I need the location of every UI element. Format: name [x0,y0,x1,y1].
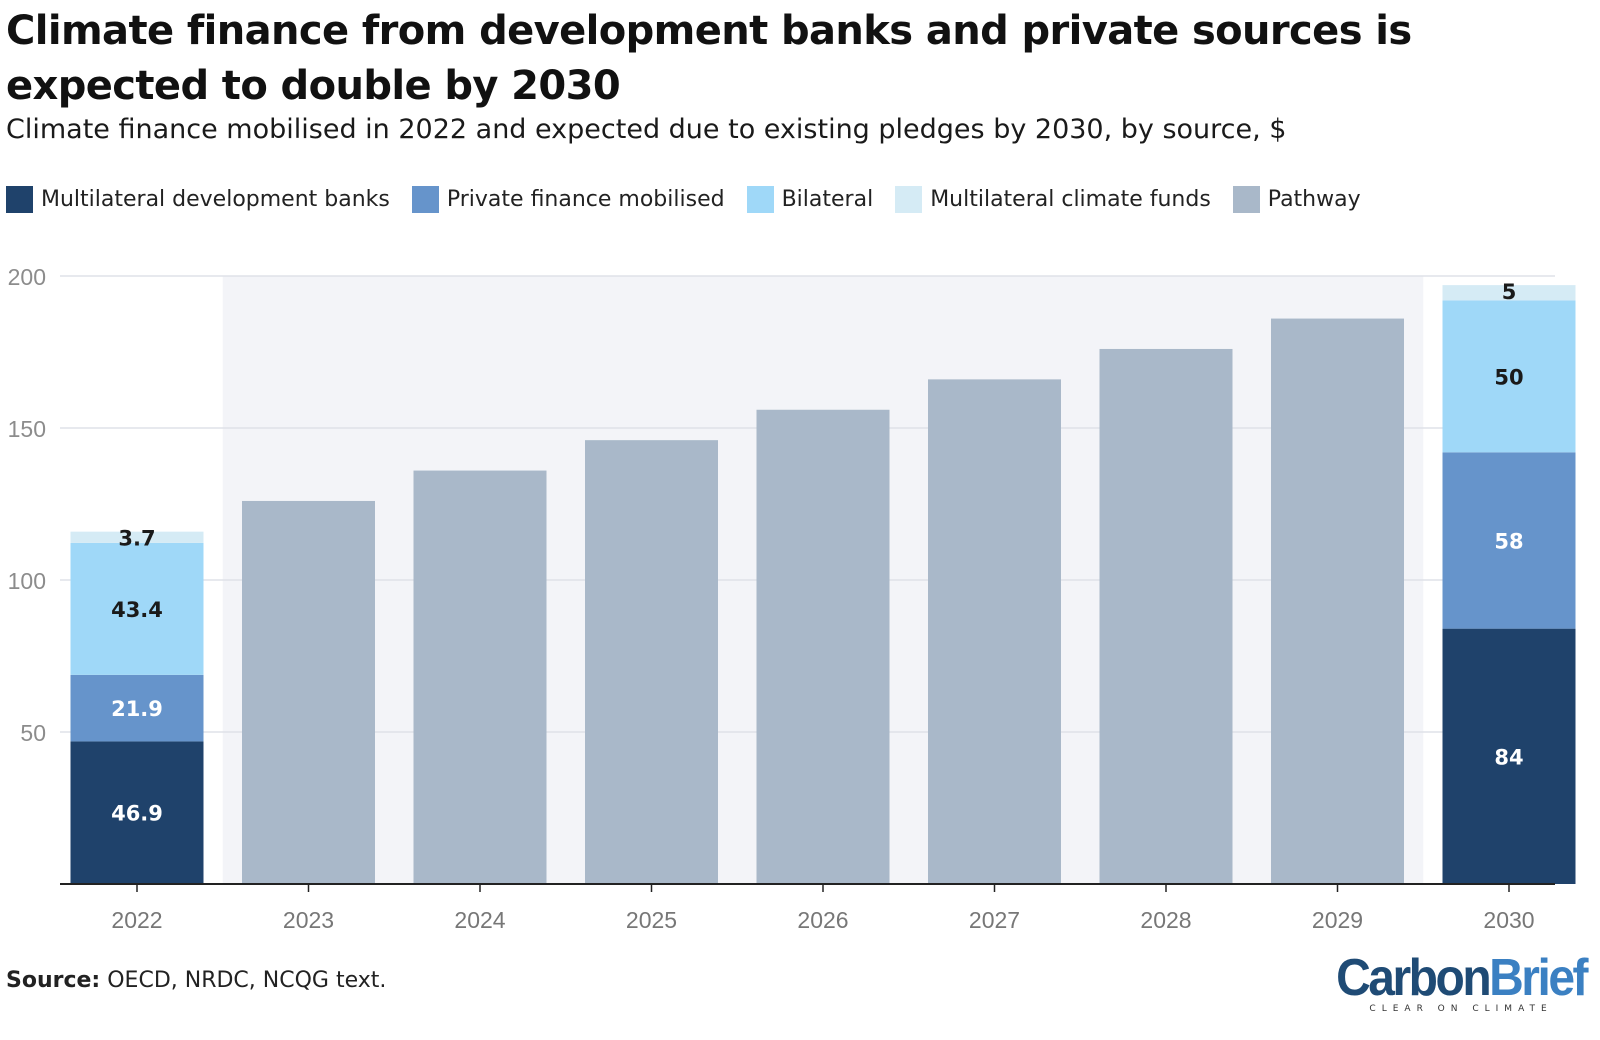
y-tick-label: 100 [8,568,46,594]
x-tick-label: 2022 [111,907,162,933]
x-tick-label: 2023 [283,907,334,933]
chart-title: Climate finance from development banks a… [6,8,1412,109]
legend-swatch-private [411,186,439,213]
x-tick-label: 2025 [626,907,677,933]
legend-label-climate-funds: Multilateral climate funds [930,187,1211,212]
source-label: Source: [6,968,101,993]
logo-wordmark: CarbonBrief [1336,953,1588,1005]
legend-label-private: Private finance mobilised [446,187,725,212]
logo-tagline: CLEAR ON CLIMATE [1369,1004,1553,1014]
bar-chart: 50 100 150 200 46.9 21.9 43.4 3.7 84 58 50 5 2022 202… [8,264,1576,933]
bar-2025-pathway [585,440,718,884]
bar-2028-pathway [1099,348,1233,885]
chart-subtitle: Climate finance mobilised in 2022 and ex… [6,114,1287,145]
legend-label-bilateral: Bilateral [781,187,874,212]
legend-item-pathway: Pathway [1232,186,1361,213]
logo-brief: Brief [1489,949,1588,1008]
bar-2030-multilateral-development-banks [1442,628,1576,884]
source-text: OECD, NRDC, NCQG text. [107,968,387,993]
legend-label-mdb: Multilateral development banks [41,187,390,212]
logo-carbon: Carbon [1336,949,1492,1008]
legend: Multilateral development banks Private f… [6,186,1383,213]
y-tick-label: 150 [8,416,46,442]
legend-swatch-pathway [1232,186,1260,213]
source-note: Source: OECD, NRDC, NCQG text. [6,968,386,993]
data-label: 84 [1494,745,1523,769]
x-tick-label: 2027 [969,907,1020,933]
y-tick-label: 50 [20,720,46,746]
y-tick-label: 200 [8,264,46,290]
legend-item-mdb: Multilateral development banks [6,186,390,213]
legend-swatch-climate-funds [895,186,923,213]
legend-swatch-bilateral [746,186,774,213]
bar-2022-multilateral-climate-funds [70,531,204,543]
bar-2030-private-finance-mobilised [1442,452,1576,629]
legend-item-climate-funds: Multilateral climate funds [895,186,1211,213]
x-tick-label: 2029 [1312,907,1363,933]
x-tick-label: 2030 [1483,907,1534,933]
x-tick-label: 2026 [797,907,848,933]
bar-2030-bilateral [1442,300,1576,453]
bar-2026-pathway [756,409,890,884]
bar-2022-multilateral-development-banks [70,741,204,884]
data-label: 58 [1494,529,1523,553]
data-label: 3.7 [118,527,155,551]
bar-2024-pathway [413,470,547,884]
bar-2029-pathway [1271,318,1404,884]
data-label: 50 [1494,365,1523,389]
data-label: 5 [1502,280,1517,304]
bar-2022-private-finance-mobilised [70,674,204,742]
data-label: 43.4 [111,598,163,622]
legend-label-pathway: Pathway [1267,187,1361,212]
data-label: 46.9 [111,802,163,826]
x-tick-label: 2028 [1140,907,1191,933]
x-tick-label: 2024 [454,907,505,933]
data-label: 21.9 [111,697,163,721]
legend-swatch-mdb [6,186,33,213]
legend-item-private: Private finance mobilised [411,186,725,213]
bar-2027-pathway [928,379,1061,884]
carbon-brief-logo: CarbonBrief CLEAR ON CLIMATE [1336,953,1588,1014]
bar-2030-multilateral-climate-funds [1442,285,1576,301]
legend-item-bilateral: Bilateral [746,186,874,213]
bar-2022-bilateral [70,542,204,675]
bar-2023-pathway [242,500,375,884]
